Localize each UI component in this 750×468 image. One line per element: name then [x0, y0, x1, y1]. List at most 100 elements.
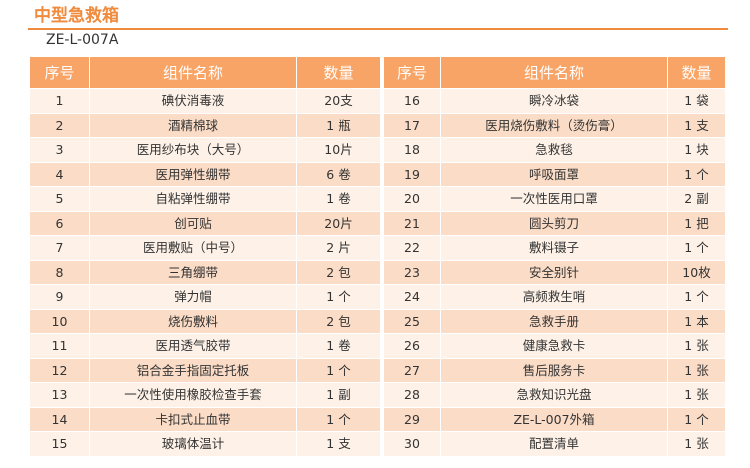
cell-index: 1: [29, 88, 90, 114]
cell-index: 2: [29, 112, 90, 138]
cell-quantity: 1 个: [296, 357, 381, 383]
cell-quantity: 1 张: [667, 382, 726, 408]
cell-component-name: 一次性使用橡胶检查手套: [89, 382, 297, 408]
cell-quantity: 2 片: [296, 235, 381, 261]
cell-index: 10: [29, 308, 90, 334]
cell-component-name: 急救知识光盘: [440, 382, 668, 408]
cell-component-name: 售后服务卡: [440, 357, 668, 383]
table-row: 16 瞬冷冰袋 1 袋: [383, 88, 726, 114]
cell-index: 21: [383, 210, 441, 236]
cell-index: 18: [383, 137, 441, 163]
table-row: 1 碘伏消毒液 20支: [29, 88, 381, 114]
cell-index: 27: [383, 357, 441, 383]
cell-index: 19: [383, 161, 441, 187]
table-row: 22 敷料镊子 1 个: [383, 235, 726, 261]
table-row: 27 售后服务卡 1 张: [383, 357, 726, 383]
cell-quantity: 1 副: [296, 382, 381, 408]
table-row: 8 三角绷带 2 包: [29, 259, 381, 285]
cell-component-name: 自粘弹性绷带: [89, 186, 297, 212]
table-row: 13 一次性使用橡胶检查手套 1 副: [29, 382, 381, 408]
cell-quantity: 1 个: [296, 406, 381, 432]
table-body-right: 16 瞬冷冰袋 1 袋 17 医用烧伤敷料（烫伤膏） 1 支 18 急救毯 1 块 19 呼吸面罩 1…: [383, 88, 726, 457]
cell-quantity: 20片: [296, 210, 381, 236]
table-row: 26 健康急救卡 1 张: [383, 333, 726, 359]
cell-quantity: 1 支: [296, 431, 381, 457]
cell-component-name: 急救手册: [440, 308, 668, 334]
cell-index: 14: [29, 406, 90, 432]
cell-index: 3: [29, 137, 90, 163]
table-row: 4 医用弹性绷带 6 卷: [29, 161, 381, 187]
title-divider: [28, 28, 728, 30]
cell-quantity: 2 副: [667, 186, 726, 212]
table-header-row: 序号 组件名称 数量: [383, 56, 726, 89]
cell-component-name: 高频救生哨: [440, 284, 668, 310]
cell-quantity: 1 个: [667, 161, 726, 187]
cell-component-name: 瞬冷冰袋: [440, 88, 668, 114]
cell-component-name: 医用烧伤敷料（烫伤膏）: [440, 112, 668, 138]
cell-component-name: 一次性医用口罩: [440, 186, 668, 212]
cell-component-name: 玻璃体温计: [89, 431, 297, 457]
cell-component-name: 健康急救卡: [440, 333, 668, 359]
cell-quantity: 1 个: [667, 406, 726, 432]
table-row: 30 配置清单 1 张: [383, 431, 726, 457]
cell-quantity: 1 瓶: [296, 112, 381, 138]
cell-quantity: 1 把: [667, 210, 726, 236]
table-row: 29 ZE-L-007外箱 1 个: [383, 406, 726, 432]
cell-index: 28: [383, 382, 441, 408]
table-body-left: 1 碘伏消毒液 20支 2 酒精棉球 1 瓶 3 医用纱布块（大号） 10片 4 医用弹性绷带 6 卷…: [29, 88, 381, 457]
column-header-name: 组件名称: [440, 56, 668, 89]
cell-quantity: 1 卷: [296, 333, 381, 359]
cell-index: 30: [383, 431, 441, 457]
table-row: 11 医用透气胶带 1 卷: [29, 333, 381, 359]
cell-component-name: 弹力帽: [89, 284, 297, 310]
cell-component-name: 烧伤敷料: [89, 308, 297, 334]
page-title: 中型急救箱: [34, 6, 119, 26]
model-number: ZE-L-007A: [46, 32, 119, 48]
cell-quantity: 1 卷: [296, 186, 381, 212]
cell-component-name: 医用敷贴（中号）: [89, 235, 297, 261]
column-header-index: 序号: [383, 56, 441, 89]
table-row: 2 酒精棉球 1 瓶: [29, 112, 381, 138]
cell-component-name: 安全别针: [440, 259, 668, 285]
cell-component-name: ZE-L-007外箱: [440, 406, 668, 432]
table-row: 5 自粘弹性绷带 1 卷: [29, 186, 381, 212]
table-row: 24 高频救生哨 1 个: [383, 284, 726, 310]
cell-component-name: 医用纱布块（大号）: [89, 137, 297, 163]
cell-index: 23: [383, 259, 441, 285]
cell-index: 5: [29, 186, 90, 212]
cell-quantity: 1 张: [667, 333, 726, 359]
cell-index: 13: [29, 382, 90, 408]
table-row: 14 卡扣式止血带 1 个: [29, 406, 381, 432]
cell-quantity: 1 块: [667, 137, 726, 163]
table-row: 28 急救知识光盘 1 张: [383, 382, 726, 408]
cell-component-name: 碘伏消毒液: [89, 88, 297, 114]
cell-index: 17: [383, 112, 441, 138]
column-header-qty: 数量: [667, 56, 726, 89]
cell-component-name: 三角绷带: [89, 259, 297, 285]
table-row: 12 铝合金手指固定托板 1 个: [29, 357, 381, 383]
cell-index: 29: [383, 406, 441, 432]
cell-component-name: 医用透气胶带: [89, 333, 297, 359]
cell-quantity: 1 支: [667, 112, 726, 138]
table-row: 18 急救毯 1 块: [383, 137, 726, 163]
table-row: 9 弹力帽 1 个: [29, 284, 381, 310]
table-row: 15 玻璃体温计 1 支: [29, 431, 381, 457]
cell-component-name: 急救毯: [440, 137, 668, 163]
cell-index: 22: [383, 235, 441, 261]
cell-index: 7: [29, 235, 90, 261]
cell-quantity: 2 包: [296, 259, 381, 285]
table-row: 10 烧伤敷料 2 包: [29, 308, 381, 334]
components-table-left: 序号 组件名称 数量 1 碘伏消毒液 20支 2 酒精棉球 1 瓶 3 医用纱布块（大号） 10…: [29, 56, 381, 457]
cell-index: 4: [29, 161, 90, 187]
cell-index: 15: [29, 431, 90, 457]
cell-quantity: 10枚: [667, 259, 726, 285]
cell-quantity: 1 个: [667, 235, 726, 261]
cell-index: 26: [383, 333, 441, 359]
cell-index: 25: [383, 308, 441, 334]
cell-index: 20: [383, 186, 441, 212]
cell-index: 11: [29, 333, 90, 359]
cell-quantity: 1 本: [667, 308, 726, 334]
cell-quantity: 1 张: [667, 357, 726, 383]
cell-component-name: 圆头剪刀: [440, 210, 668, 236]
